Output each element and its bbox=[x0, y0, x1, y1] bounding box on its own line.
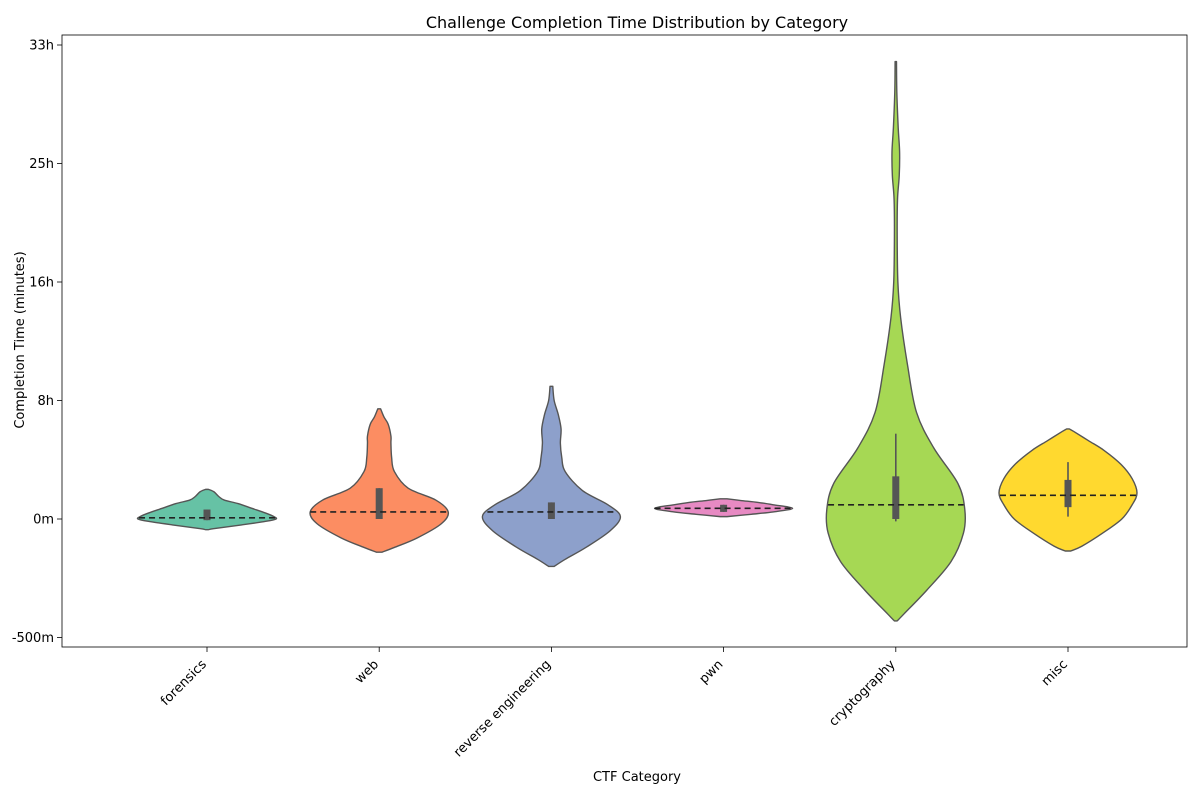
plot-frame bbox=[61, 34, 1188, 648]
y-tick-label: -500m bbox=[12, 631, 54, 646]
violin-iqr-box bbox=[203, 509, 211, 521]
x-axis: forensics web reverse engineering pwn crypto… bbox=[158, 647, 1071, 760]
y-tick-label: 25h bbox=[29, 157, 54, 172]
violin-cryptography bbox=[825, 60, 967, 622]
violin-reverse-engineering bbox=[481, 385, 622, 568]
violins-group bbox=[136, 60, 1138, 622]
y-axis-label: Completion Time (minutes) bbox=[13, 251, 28, 428]
violin-iqr-box bbox=[1064, 479, 1072, 508]
y-tick-label: 33h bbox=[29, 39, 54, 54]
violin-iqr-box bbox=[375, 488, 383, 519]
violin-body bbox=[309, 408, 450, 553]
violin-iqr-box bbox=[892, 476, 900, 519]
y-tick-label: 0m bbox=[33, 513, 54, 528]
x-tick-label: reverse engineering bbox=[451, 657, 554, 760]
chart-title: Challenge Completion Time Distribution b… bbox=[426, 13, 848, 32]
violin-web bbox=[309, 408, 450, 553]
y-tick-label: 8h bbox=[37, 394, 54, 409]
x-axis-label: CTF Category bbox=[593, 770, 681, 785]
y-tick-label: 16h bbox=[29, 276, 54, 291]
violin-pwn bbox=[653, 498, 794, 518]
x-tick-label: misc bbox=[1039, 657, 1071, 689]
violin-iqr-box bbox=[547, 502, 555, 519]
x-tick-label: cryptography bbox=[826, 657, 899, 730]
x-tick-label: pwn bbox=[697, 657, 727, 687]
x-tick-label: forensics bbox=[158, 657, 210, 709]
violin-body bbox=[481, 385, 622, 568]
violin-forensics bbox=[136, 488, 278, 531]
violin-body bbox=[825, 60, 967, 622]
violin-iqr-box bbox=[720, 504, 728, 512]
x-tick-label: web bbox=[352, 657, 382, 687]
violin-misc bbox=[998, 428, 1138, 552]
y-axis: -500m 0m 8h 16h 25h 33h bbox=[12, 39, 62, 646]
